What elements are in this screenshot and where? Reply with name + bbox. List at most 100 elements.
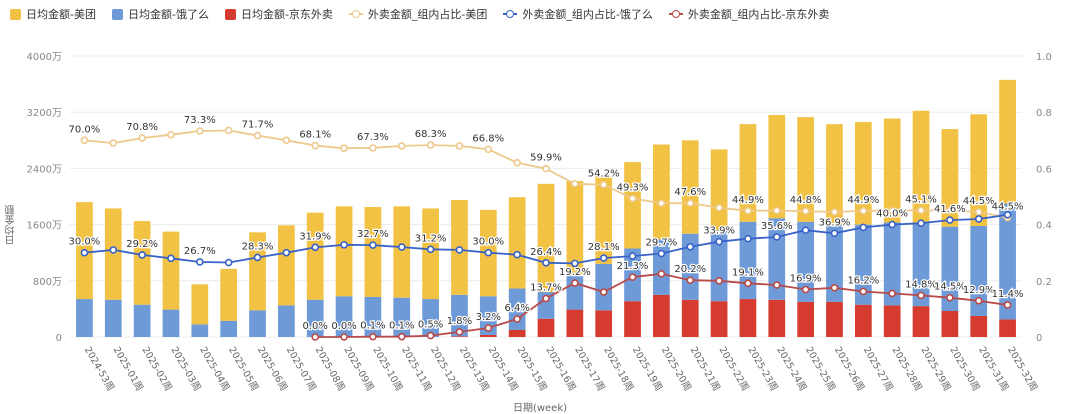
line-point: [484, 145, 493, 154]
bar-segment: [162, 309, 180, 337]
line-point: [369, 144, 377, 152]
bar-segment: [710, 301, 728, 337]
line-point: [455, 142, 464, 150]
line-point: [946, 293, 954, 302]
data-label: 0.0%: [331, 321, 356, 332]
data-label: 21.3%: [617, 261, 649, 272]
line-point: [859, 207, 868, 215]
line-point: [311, 243, 320, 252]
line-point: [455, 246, 464, 254]
line-point: [830, 229, 839, 238]
legend-item[interactable]: 日均金额-饿了么: [111, 6, 209, 22]
line-point: [686, 276, 695, 285]
legend-item[interactable]: 外卖金额_组内占比-京东外卖: [668, 6, 830, 22]
data-label: 19.1%: [732, 267, 764, 278]
line-point: [686, 199, 695, 208]
line-point: [369, 241, 377, 249]
bar-segment: [306, 212, 324, 300]
legend-item[interactable]: 日均金额-美团: [10, 6, 96, 22]
line-point: [830, 284, 839, 292]
data-label: 14.8%: [905, 279, 937, 290]
bar-segment: [537, 292, 555, 319]
bar-segment: [768, 115, 786, 219]
line-point: [253, 253, 262, 262]
line-point: [282, 248, 291, 257]
data-label: 0.0%: [303, 321, 328, 332]
data-label: 68.1%: [299, 130, 331, 141]
bar-segment: [739, 221, 757, 300]
bar-segment: [681, 233, 699, 300]
line-point: [397, 142, 406, 150]
line-point: [138, 251, 146, 259]
bar-segment: [595, 263, 613, 311]
bar-segment: [335, 206, 353, 297]
y-tick-label: 3200万: [27, 108, 62, 119]
bar-segment: [768, 299, 786, 337]
data-label: 59.9%: [530, 153, 562, 164]
bar-segment: [566, 181, 584, 276]
line-point: [340, 241, 348, 249]
bar-segment: [479, 296, 497, 335]
line-point: [657, 249, 666, 258]
line-point: [80, 248, 89, 257]
chart-legend: 日均金额-美团 日均金额-饿了么 日均金额-京东外卖 外卖金额_组内占比-美团 外卖金额…: [10, 6, 829, 22]
legend-label: 日均金额-美团: [26, 8, 96, 21]
data-label: 0.1%: [360, 321, 385, 332]
line-point: [657, 199, 666, 208]
line-point: [715, 237, 723, 246]
line-point: [946, 206, 954, 215]
bar-segment: [479, 334, 497, 337]
line-point: [426, 331, 435, 340]
line-point: [888, 220, 896, 229]
bar-segment: [970, 226, 988, 316]
line-point: [917, 219, 925, 227]
bar-segment: [912, 306, 930, 337]
bar-segment: [970, 114, 988, 227]
line-point: [224, 126, 233, 135]
bar-segment: [883, 118, 901, 223]
data-label: 29.2%: [126, 239, 158, 250]
bar-segment: [191, 284, 209, 325]
line-point: [455, 328, 464, 336]
bar-segment: [999, 319, 1016, 337]
line-point: [801, 207, 810, 215]
line-point: [138, 134, 146, 142]
bar-segment: [653, 144, 670, 240]
legend-item[interactable]: 日均金额-京东外卖: [224, 6, 333, 22]
line-point: [772, 206, 781, 215]
line-point: [801, 226, 810, 235]
legend-label: 外卖金额_组内占比-饿了么: [522, 8, 653, 21]
line-point: [974, 215, 983, 223]
line-point: [888, 289, 896, 298]
data-label: 45.1%: [905, 194, 937, 205]
bar-segment: [624, 162, 641, 249]
legend-item[interactable]: 外卖金额_组内占比-饿了么: [503, 6, 653, 22]
bar-segment: [941, 226, 959, 312]
bar-segment: [133, 304, 151, 337]
legend-bar-swatch: [10, 8, 21, 20]
line-point: [311, 141, 320, 150]
data-label: 6.4%: [504, 303, 529, 314]
line-point: [599, 180, 608, 189]
bar-segment: [249, 310, 266, 337]
bar-segment: [624, 301, 641, 337]
data-label: 20.2%: [674, 264, 706, 275]
line-point: [542, 164, 550, 173]
line-point: [426, 141, 435, 149]
bar-segment: [249, 232, 266, 311]
line-point: [628, 194, 637, 203]
bar-segment: [912, 222, 930, 307]
line-point: [715, 276, 723, 285]
legend-bar-swatch: [224, 8, 236, 20]
line-point: [253, 131, 262, 140]
legend-item[interactable]: 外卖金额_组内占比-美团: [348, 6, 487, 22]
legend-label: 外卖金额_组内占比-京东外卖: [687, 8, 830, 21]
line-point: [628, 273, 637, 281]
line-point: [744, 279, 752, 288]
bar-segment: [739, 299, 757, 337]
data-label: 0.5%: [418, 320, 443, 331]
bar-segment: [104, 299, 122, 337]
line-point: [744, 234, 752, 243]
bar-segment: [595, 310, 613, 337]
data-label: 31.9%: [299, 231, 331, 242]
